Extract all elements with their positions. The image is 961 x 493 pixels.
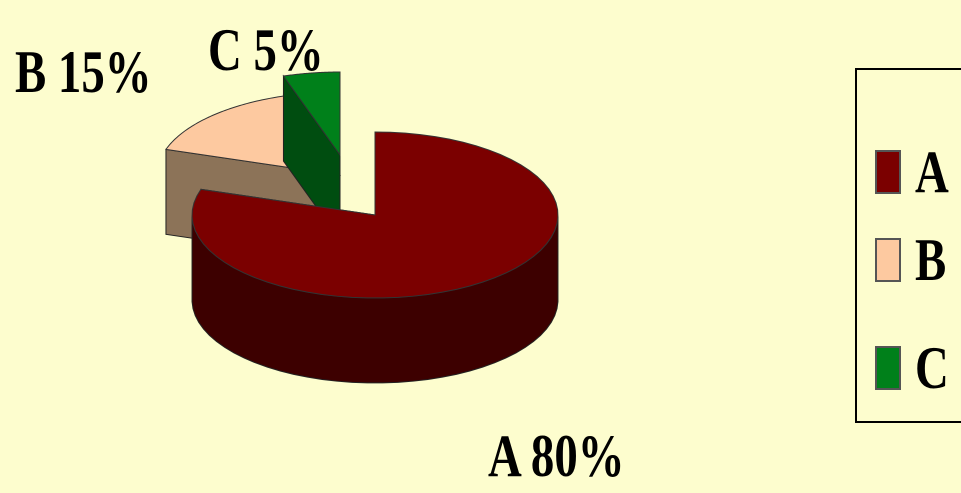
legend-label-c: C [915,335,949,401]
slice-label-c: C 5% [208,17,324,83]
legend-label-a: A [915,139,949,205]
legend-label-b: B [915,227,947,293]
pie-slice-a [191,131,559,384]
legend: A B C [855,68,961,423]
slice-label-a: A 80% [488,423,625,489]
legend-item-c: C [875,333,958,403]
legend-item-b: B [875,225,955,295]
legend-swatch-b [875,238,901,282]
slice-label-b: B 15% [15,39,152,105]
legend-swatch-c [875,346,901,390]
legend-swatch-a [875,150,901,194]
legend-item-a: A [875,137,958,207]
